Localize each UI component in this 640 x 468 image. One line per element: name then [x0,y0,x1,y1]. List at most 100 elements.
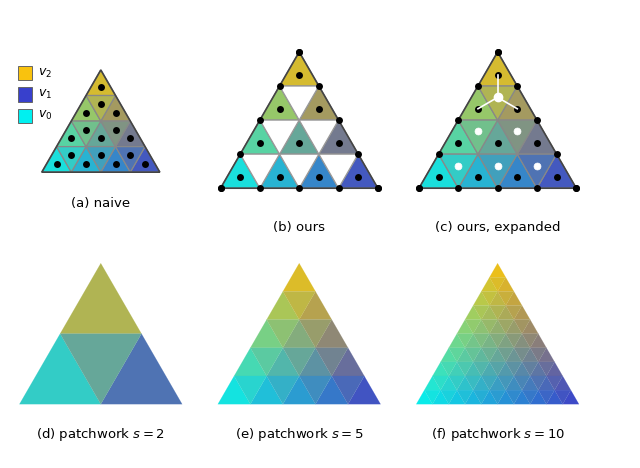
Polygon shape [433,390,449,404]
Polygon shape [457,348,473,362]
Polygon shape [440,376,457,390]
Polygon shape [506,362,522,376]
Polygon shape [473,348,490,362]
Polygon shape [514,362,530,376]
Polygon shape [218,376,250,404]
Polygon shape [498,334,514,348]
Polygon shape [449,334,465,348]
Polygon shape [71,95,101,121]
Bar [18,109,33,123]
Text: $v_1$: $v_1$ [38,88,52,101]
Polygon shape [498,86,537,120]
Polygon shape [300,320,332,348]
Polygon shape [300,154,339,188]
Polygon shape [506,390,522,404]
Polygon shape [498,348,514,362]
Polygon shape [498,292,514,306]
Polygon shape [438,120,478,154]
Polygon shape [449,390,465,404]
Polygon shape [300,86,339,120]
Polygon shape [514,334,530,348]
Polygon shape [267,292,300,320]
Polygon shape [522,362,538,376]
Polygon shape [438,154,478,188]
Polygon shape [348,376,381,404]
Polygon shape [283,320,316,348]
Polygon shape [473,306,490,320]
Polygon shape [522,390,538,404]
Polygon shape [250,376,283,404]
Polygon shape [250,348,283,376]
Polygon shape [522,320,538,334]
Polygon shape [56,121,86,146]
Polygon shape [116,121,145,146]
Polygon shape [116,146,145,172]
Polygon shape [498,306,514,320]
Polygon shape [547,362,563,376]
Text: (c) ours, expanded: (c) ours, expanded [435,221,561,234]
Polygon shape [481,278,498,292]
Polygon shape [473,390,490,404]
Polygon shape [316,376,348,404]
Polygon shape [300,348,332,376]
Polygon shape [86,146,116,172]
Polygon shape [332,348,364,376]
Polygon shape [300,120,339,154]
Polygon shape [300,292,332,320]
Polygon shape [424,390,440,404]
Polygon shape [457,320,473,334]
Polygon shape [56,146,86,172]
Polygon shape [283,292,316,320]
Polygon shape [478,154,517,188]
Polygon shape [19,334,101,404]
Polygon shape [478,86,517,120]
Polygon shape [280,52,319,86]
Polygon shape [101,146,131,172]
Polygon shape [514,306,530,320]
Polygon shape [490,348,506,362]
Polygon shape [517,120,557,154]
Polygon shape [465,362,481,376]
Polygon shape [530,334,547,348]
Polygon shape [440,390,457,404]
Polygon shape [433,376,449,390]
Polygon shape [458,120,498,154]
Polygon shape [465,348,481,362]
Polygon shape [522,348,538,362]
Polygon shape [458,86,498,120]
Text: (a) naive: (a) naive [71,197,131,210]
Polygon shape [490,292,506,306]
Polygon shape [481,320,498,334]
Polygon shape [71,146,101,172]
Polygon shape [465,390,481,404]
Polygon shape [530,362,547,376]
Polygon shape [537,154,576,188]
Polygon shape [221,154,260,188]
Polygon shape [481,376,498,390]
Polygon shape [283,376,316,404]
Polygon shape [101,334,182,404]
Polygon shape [457,334,473,348]
Polygon shape [490,390,506,404]
Polygon shape [101,121,131,146]
Polygon shape [498,390,514,404]
Polygon shape [280,120,319,154]
Polygon shape [490,320,506,334]
Polygon shape [481,348,498,362]
Polygon shape [490,306,506,320]
Polygon shape [506,292,522,306]
Polygon shape [316,320,348,348]
Polygon shape [498,120,537,154]
Polygon shape [490,278,506,292]
Polygon shape [240,120,280,154]
Polygon shape [473,376,490,390]
Polygon shape [280,86,319,120]
Polygon shape [339,154,378,188]
Polygon shape [506,376,522,390]
Text: $v_2$: $v_2$ [38,66,52,80]
Text: $v_0$: $v_0$ [38,109,52,122]
Polygon shape [522,376,538,390]
Polygon shape [481,334,498,348]
Polygon shape [481,306,498,320]
Polygon shape [530,348,547,362]
